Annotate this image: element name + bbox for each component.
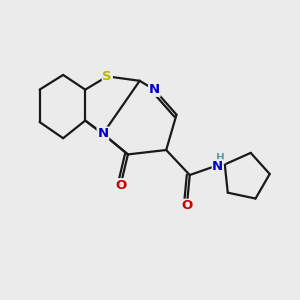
Text: N: N <box>212 160 223 173</box>
Text: S: S <box>103 70 112 83</box>
Text: O: O <box>181 200 192 212</box>
Text: O: O <box>115 179 126 192</box>
Text: H: H <box>216 153 225 163</box>
Text: N: N <box>149 83 160 96</box>
Text: N: N <box>97 127 109 140</box>
